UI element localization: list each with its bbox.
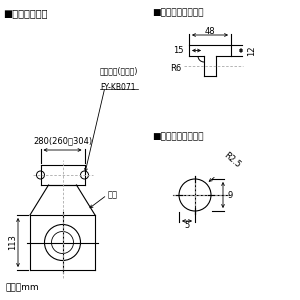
Text: 280(260〜304): 280(260〜304)	[33, 136, 92, 145]
Text: R6: R6	[170, 64, 181, 73]
Text: 単位：mm: 単位：mm	[5, 284, 39, 292]
Text: 48: 48	[205, 26, 215, 35]
Text: 15: 15	[173, 46, 184, 55]
Text: ■吊り金具位置: ■吊り金具位置	[3, 8, 47, 18]
Text: 本体: 本体	[108, 190, 118, 200]
Text: ■本体取付穴詳細図: ■本体取付穴詳細図	[152, 132, 203, 141]
Text: 113: 113	[8, 235, 17, 250]
Text: ■吊り金具穴詳細図: ■吊り金具穴詳細図	[152, 8, 203, 17]
Text: R2.5: R2.5	[222, 151, 243, 170]
Text: FY-KB071: FY-KB071	[100, 83, 136, 92]
Text: 吊り金具(別売品): 吊り金具(別売品)	[100, 66, 138, 75]
Text: 12: 12	[247, 45, 256, 56]
Text: 9: 9	[228, 190, 233, 200]
Text: 5: 5	[184, 221, 190, 230]
